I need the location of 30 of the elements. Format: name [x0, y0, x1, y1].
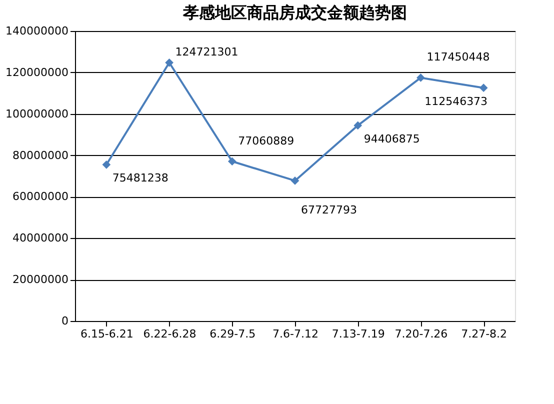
x-tick-label: 7.13-7.19: [332, 328, 385, 340]
y-tick-label: 100000000: [6, 107, 68, 120]
y-tick-label: 60000000: [12, 190, 68, 204]
point: [290, 176, 300, 185]
x-tick-label: 7.20-7.26: [394, 328, 448, 340]
y-tick-label: 20000000: [12, 273, 68, 286]
point: [228, 157, 236, 166]
data-label: 67727793: [301, 204, 357, 217]
data-label: 112546373: [424, 94, 488, 108]
y-tick-label: 40000000: [12, 232, 68, 245]
point: [354, 121, 362, 130]
data-label: 94406875: [364, 132, 420, 146]
point: [102, 160, 111, 169]
y-tick-label: 80000000: [12, 148, 68, 162]
y-tick-label: 120000000: [6, 66, 68, 79]
chart-title: 孝感地区商品房成交金额趋势图: [182, 3, 407, 22]
point: [165, 58, 174, 67]
x-tick-label: 6.29-7.5: [210, 328, 256, 340]
data-label: 117450448: [426, 50, 490, 64]
x-tick-label: 7.27-8.2: [461, 328, 508, 340]
point: [416, 74, 425, 82]
data-label: 75481238: [112, 172, 168, 185]
y-tick-label: 140000000: [6, 24, 68, 38]
x-tick-label: 6.22-6.28: [143, 328, 196, 340]
y-tick-label: 0: [62, 314, 68, 328]
x-tick-label: 7.6-7.12: [272, 328, 318, 340]
x-tick-label: 6.15-6.21: [80, 328, 134, 340]
data-label: 77060889: [238, 134, 294, 148]
point: [479, 84, 488, 92]
data-label: 124721301: [175, 46, 238, 59]
